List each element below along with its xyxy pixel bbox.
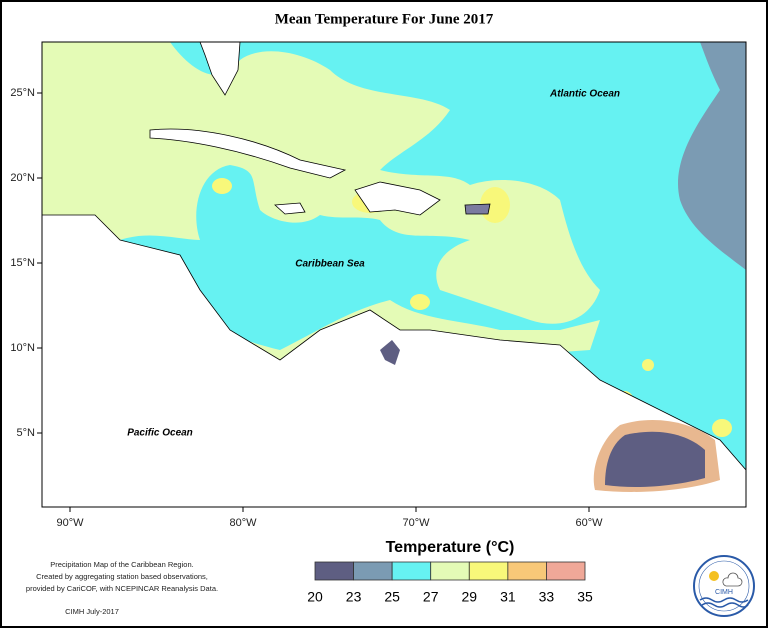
legend-swatch [507, 561, 547, 581]
legend-swatch [546, 561, 586, 581]
legend-tick-label: 29 [461, 589, 477, 605]
cool-zone [678, 42, 746, 270]
legend-swatch [353, 561, 393, 581]
legend-tick-label: 35 [577, 589, 593, 605]
legend-swatch [314, 561, 354, 581]
footnote: Precipitation Map of the Caribbean Regio… [50, 560, 193, 569]
cuba [149, 128, 347, 179]
x-tick-label: 60°W [575, 517, 603, 529]
sea-label: Pacific Ocean [127, 428, 193, 439]
legend-swatch [391, 561, 432, 581]
footnote: provided by CariCOF, with NCEPINCAR Rean… [26, 584, 218, 593]
puerto-rico [464, 203, 491, 215]
map-border [41, 41, 747, 508]
legend: 20 23 25 27 29 31 33 35 [307, 561, 593, 605]
warm-zone [42, 42, 600, 375]
y-tick-label: 25°N [10, 87, 35, 99]
florida [199, 42, 241, 96]
footnote: Created by aggregating station based obs… [36, 572, 208, 581]
y-tick-label: 5°N [17, 427, 36, 439]
sea-label: Atlantic Ocean [549, 89, 620, 100]
legend-tick-label: 31 [500, 589, 516, 605]
legend-swatch [430, 561, 470, 581]
cold-land-zone [605, 431, 705, 488]
y-tick-label: 15°N [10, 257, 35, 269]
credit: CIMH July-2017 [65, 607, 119, 616]
legend-tick-label: 25 [384, 589, 400, 605]
sea-label: Caribbean Sea [295, 259, 365, 270]
hot-spot [642, 359, 654, 371]
hot-spot [410, 294, 430, 310]
map: Atlantic Ocean Caribbean Sea Pacific Oce… [41, 41, 747, 508]
y-tick-label: 10°N [10, 342, 35, 354]
hot-spot [212, 178, 232, 194]
legend-swatch [468, 561, 509, 581]
legend-tick-label: 23 [346, 589, 362, 605]
x-tick-label: 80°W [229, 517, 257, 529]
legend-title: Temperature (°C) [386, 539, 515, 556]
map-title: Mean Temperature For June 2017 [275, 11, 494, 27]
logo: CIMH [693, 555, 755, 617]
y-tick-label: 20°N [10, 172, 35, 184]
lake-zone [380, 340, 400, 365]
x-tick-label: 90°W [56, 517, 84, 529]
hispaniola [354, 181, 441, 216]
legend-tick-label: 27 [423, 589, 439, 605]
legend-tick-label: 33 [539, 589, 555, 605]
jamaica [274, 202, 306, 215]
hot-spot [712, 419, 732, 437]
logo-text: CIMH [715, 589, 733, 596]
x-tick-label: 70°W [402, 517, 430, 529]
axes: 90°W 80°W 70°W 60°W 25°N 20°N 15°N 10°N 5°N [10, 87, 603, 529]
legend-tick-label: 20 [307, 589, 323, 605]
